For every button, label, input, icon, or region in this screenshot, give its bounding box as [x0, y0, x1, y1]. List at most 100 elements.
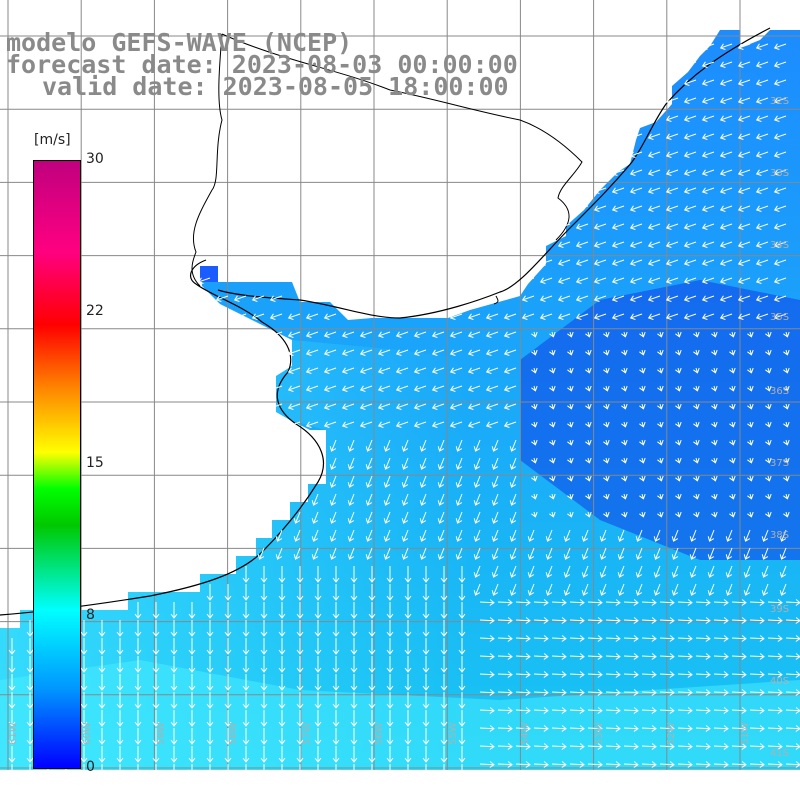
wind-arrow — [293, 547, 301, 560]
wind-arrow — [509, 493, 517, 506]
wind-arrow — [224, 764, 232, 781]
wind-arrow — [719, 79, 733, 86]
wind-arrow — [683, 187, 697, 194]
lat-label: 37S — [770, 458, 790, 469]
wind-arrow — [287, 349, 301, 356]
wind-arrow — [224, 638, 232, 655]
colorbar-tick: 22 — [86, 303, 104, 319]
wind-arrow — [729, 403, 736, 410]
wind-arrow — [713, 743, 729, 750]
wind-arrow — [713, 689, 729, 696]
wind-arrow — [755, 43, 769, 50]
wind-arrow — [639, 511, 646, 518]
wind-arrow — [585, 511, 592, 518]
wind-arrow — [539, 277, 553, 284]
wind-arrow — [689, 547, 697, 560]
wind-arrow — [440, 620, 448, 637]
wind-arrow — [701, 97, 715, 104]
wind-arrow — [323, 313, 337, 320]
wind-arrow — [188, 656, 196, 673]
wind-arrow — [449, 385, 463, 392]
wind-arrow — [767, 653, 783, 660]
wind-arrow — [675, 439, 682, 446]
wind-arrow — [503, 367, 517, 374]
wind-arrow — [116, 728, 124, 745]
wind-arrow — [623, 635, 639, 642]
wind-arrow — [587, 743, 603, 750]
wind-arrow — [404, 710, 412, 727]
wind-arrow — [659, 617, 675, 624]
wind-arrow — [491, 529, 499, 542]
wind-arrow — [575, 223, 589, 230]
wind-arrow — [170, 602, 178, 619]
wind-arrow — [707, 583, 715, 596]
wind-arrow — [551, 725, 567, 732]
wind-arrow — [587, 653, 603, 660]
wind-arrow — [677, 743, 693, 750]
wind-arrow — [422, 728, 430, 745]
wind-arrow — [701, 61, 715, 68]
wind-arrow — [593, 313, 607, 320]
wind-arrow — [657, 493, 664, 500]
wind-arrow — [557, 277, 571, 284]
wind-arrow — [585, 475, 592, 482]
wind-arrow — [8, 656, 16, 673]
wind-arrow — [347, 457, 355, 470]
wind-arrow — [629, 169, 643, 176]
wind-arrow — [365, 529, 373, 542]
wind-arrow — [747, 349, 754, 356]
wind-arrow — [551, 671, 567, 678]
wind-arrow — [413, 403, 427, 410]
wind-arrow — [675, 493, 682, 500]
wind-arrow — [675, 349, 682, 356]
wind-arrow — [587, 761, 603, 768]
wind-arrow — [657, 403, 664, 410]
wind-arrow — [275, 547, 283, 560]
wind-arrow — [458, 674, 466, 691]
wind-arrow — [383, 511, 391, 524]
wind-arrow — [585, 331, 592, 338]
wind-arrow — [657, 511, 664, 518]
wind-arrow — [503, 385, 517, 392]
wind-arrow — [749, 635, 765, 642]
wind-arrow — [467, 421, 481, 428]
wind-arrow — [707, 565, 715, 578]
wind-arrow — [473, 493, 481, 506]
wind-arrow — [350, 728, 358, 745]
wind-arrow — [731, 689, 747, 696]
wind-arrow — [623, 671, 639, 678]
wind-arrow — [773, 277, 787, 284]
wind-arrow — [134, 710, 142, 727]
wind-arrow — [440, 566, 448, 583]
wind-arrow — [587, 617, 603, 624]
wind-arrow — [671, 583, 679, 596]
wind-arrow — [431, 349, 445, 356]
wind-arrow — [365, 439, 373, 452]
wind-arrow — [551, 599, 567, 606]
wind-arrow — [587, 725, 603, 732]
wind-arrow — [188, 602, 196, 619]
wind-arrow — [8, 638, 16, 655]
wind-arrow — [567, 475, 574, 482]
wind-arrow — [567, 457, 574, 464]
wind-arrow — [368, 728, 376, 745]
wind-arrow — [152, 710, 160, 727]
wind-arrow — [657, 439, 664, 446]
wind-arrow — [188, 692, 196, 709]
wind-arrow — [485, 313, 499, 320]
wind-arrow — [80, 620, 88, 637]
wind-arrow — [479, 761, 495, 768]
lat-label: 35S — [770, 312, 790, 323]
wind-arrow — [747, 403, 754, 410]
wind-arrow — [350, 620, 358, 637]
wind-arrow — [440, 692, 448, 709]
wind-arrow — [623, 725, 639, 732]
wind-arrow — [603, 367, 610, 374]
wind-arrow — [491, 547, 499, 560]
wind-arrow — [287, 313, 301, 320]
wind-arrow — [531, 367, 538, 374]
wind-arrow — [611, 259, 625, 266]
wind-arrow — [188, 728, 196, 745]
wind-arrow — [260, 674, 268, 691]
wind-arrow — [557, 295, 571, 302]
